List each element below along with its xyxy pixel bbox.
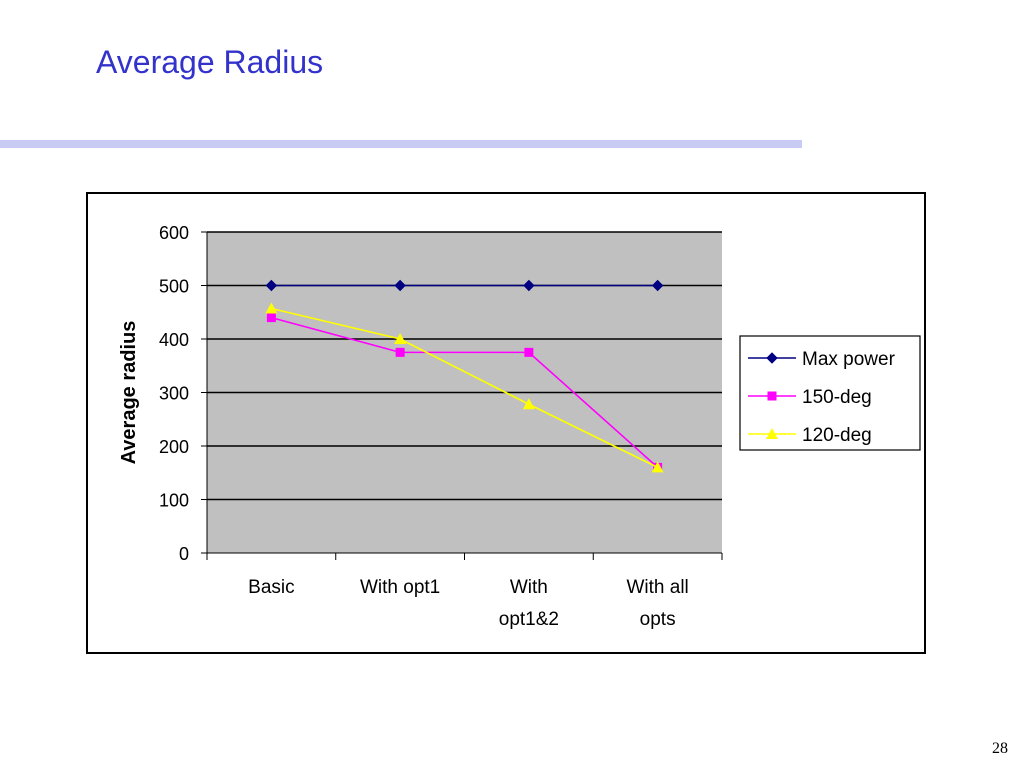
- data-point: [265, 302, 278, 314]
- legend-marker: [767, 391, 777, 401]
- y-tick-label: 600: [159, 223, 189, 243]
- data-point: [523, 279, 535, 292]
- data-point: [266, 313, 276, 323]
- line-chart: 0 100 200 300 400 500 600 Basic With opt1 With opt…: [118, 223, 921, 630]
- x-tick-label: With opt1: [360, 577, 440, 598]
- data-point: [394, 333, 407, 344]
- x-tick-label: Basic: [248, 577, 294, 598]
- title-underline: [0, 140, 802, 148]
- y-axis-label: Average radius: [118, 321, 140, 465]
- x-tick-label: With opt1&2: [499, 577, 559, 630]
- data-point: [265, 279, 278, 292]
- data-point: [651, 461, 664, 473]
- chart-frame: 0 100 200 300 400 500 600 Basic With opt1 With opt…: [86, 192, 926, 654]
- y-tick-label: 100: [159, 491, 189, 511]
- series-line-1: [271, 316, 659, 468]
- y-tick-label: 400: [159, 330, 189, 350]
- y-tick-label: 500: [159, 277, 189, 297]
- series-line-2: [271, 307, 658, 469]
- x-tick-label: With all opts: [626, 577, 688, 630]
- slide-title: Average Radius: [96, 44, 324, 80]
- legend-label: 120-deg: [802, 425, 872, 446]
- data-point: [522, 398, 535, 410]
- legend-label: Max power: [802, 349, 896, 370]
- legend-marker: [766, 428, 778, 439]
- page-number: 28: [992, 740, 1008, 757]
- y-tick-label: 200: [159, 437, 189, 457]
- data-point: [394, 279, 406, 292]
- data-point: [524, 347, 534, 357]
- y-tick-label: 300: [159, 384, 189, 404]
- legend-marker: [766, 352, 778, 364]
- data-point: [651, 279, 664, 292]
- data-point: [395, 347, 405, 357]
- legend-label: 150-deg: [802, 387, 872, 408]
- y-tick-label: 0: [179, 544, 189, 564]
